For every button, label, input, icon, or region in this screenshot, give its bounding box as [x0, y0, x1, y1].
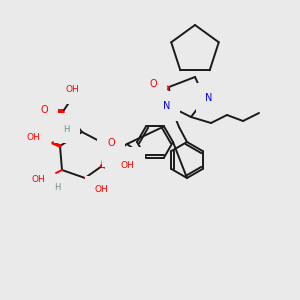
Text: H: H: [65, 124, 71, 133]
Text: OH: OH: [94, 185, 108, 194]
Text: N: N: [163, 101, 171, 111]
Text: OH: OH: [120, 161, 134, 170]
Text: OH: OH: [31, 176, 45, 184]
Text: O: O: [149, 79, 157, 89]
Text: OH: OH: [65, 85, 79, 94]
Text: O: O: [118, 169, 126, 179]
Text: N: N: [130, 164, 136, 173]
Text: O: O: [107, 138, 115, 148]
Text: H: H: [54, 184, 60, 193]
Text: H: H: [63, 125, 69, 134]
Text: N: N: [205, 93, 213, 103]
Text: O: O: [40, 105, 48, 115]
Text: OH: OH: [26, 134, 40, 142]
Text: N: N: [129, 156, 136, 165]
Text: N: N: [114, 165, 120, 174]
Text: N: N: [110, 149, 117, 158]
